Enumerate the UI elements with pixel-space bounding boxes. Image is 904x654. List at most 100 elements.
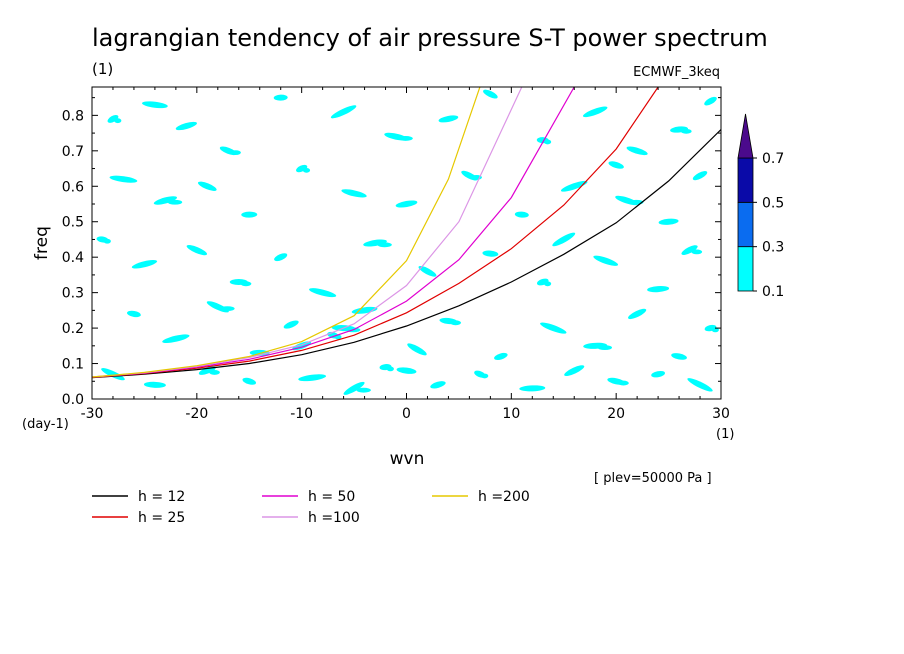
series-line-h1	[92, 129, 721, 379]
contour-patch	[167, 199, 183, 205]
x-tick-label: 0	[402, 406, 411, 422]
y-tick-label: 0.6	[62, 179, 84, 195]
series-line-h5	[92, 87, 481, 378]
contour-patch	[450, 320, 462, 326]
contour-patch	[658, 218, 679, 225]
contour-patch	[681, 245, 698, 255]
y-tick-label: 0.3	[62, 286, 84, 302]
contour-patch	[395, 200, 418, 208]
colorbar-segment	[737, 246, 754, 292]
contour-patch	[143, 381, 166, 388]
colorbar: 0.1 0.3 0.5 0.7	[737, 113, 784, 300]
x-tick-label: -10	[290, 406, 313, 422]
legend-label: h = 12	[138, 489, 185, 505]
colorbar-segment	[737, 157, 754, 203]
contour-patch	[198, 366, 216, 375]
contour-patch	[430, 381, 446, 389]
x-tick-label: -20	[185, 406, 208, 422]
contour-patch	[543, 139, 552, 145]
contour-patch	[692, 171, 708, 181]
contour-patch	[407, 343, 427, 356]
y-tick-label: 0.7	[62, 144, 84, 160]
contour-patch	[109, 175, 138, 183]
contour-patch	[241, 211, 258, 218]
chart-subtitle: (1)	[92, 60, 113, 78]
contour-patch	[543, 281, 552, 287]
contour-patch	[209, 370, 220, 375]
contour-patch	[197, 181, 217, 191]
contour-patch	[608, 161, 624, 169]
contour-patch	[396, 367, 417, 374]
contour-patch	[564, 365, 585, 377]
colorbar-label: 0.1	[762, 284, 784, 300]
contour-patch	[617, 380, 629, 386]
contour-patch	[626, 146, 648, 156]
x-tick-label: 30	[712, 406, 730, 422]
contour-patch	[704, 96, 717, 106]
colorbar-label: 0.5	[762, 195, 784, 211]
contour-patch	[101, 368, 125, 381]
contour-patch	[418, 265, 437, 277]
contour-patch	[283, 320, 299, 329]
contour-patch	[514, 211, 529, 218]
contour-patch	[153, 196, 178, 205]
contour-patch	[671, 353, 687, 360]
chart-title: lagrangian tendency of air pressure S-T …	[92, 24, 768, 52]
contour-patch	[114, 118, 122, 124]
contour-patch	[186, 244, 208, 256]
legend-label: h = 50	[308, 489, 355, 505]
legend: h = 12 h = 25 h = 50 h =100 h =200	[92, 489, 530, 526]
contour-patch	[680, 128, 692, 134]
contour-patch	[560, 180, 588, 192]
y-tick-label: 0.5	[62, 215, 84, 231]
series-line-h4	[92, 87, 523, 378]
contour-patch	[494, 352, 508, 360]
contour-patch	[647, 286, 670, 293]
contour-patch	[482, 250, 499, 257]
contour-patch	[298, 374, 327, 382]
contour-patch	[398, 136, 413, 141]
colorbar-label: 0.3	[762, 240, 784, 256]
colorbar-extend-triangle	[737, 113, 754, 159]
plev-note: [ plev=50000 Pa ]	[594, 471, 712, 486]
contour-patch	[230, 150, 241, 156]
contour-patch	[162, 334, 190, 344]
contour-patch	[127, 310, 141, 318]
x-tick-label: 10	[502, 406, 520, 422]
contour-patch	[356, 387, 371, 393]
contour-patch	[273, 94, 288, 101]
y-tick-label: 0.4	[62, 250, 84, 266]
contour-patch	[481, 373, 489, 379]
plot-area: -30 -20 -10 0 10 20 30 0.0 0.1 0.2 0.3 0.4 0.5 0.6 0.7…	[62, 86, 730, 422]
contour-patch	[519, 385, 546, 392]
y-tick-label: 0.8	[62, 108, 84, 124]
colorbar-label: 0.7	[762, 151, 784, 167]
series-line-h2	[92, 87, 659, 378]
contour-patch	[593, 255, 619, 266]
contour-patch	[691, 249, 703, 255]
contour-patch	[131, 259, 158, 269]
contour-patch	[309, 288, 337, 298]
contour-patch	[302, 167, 311, 173]
contour-patch	[711, 327, 719, 333]
contour-patch	[240, 281, 252, 287]
contour-patch	[363, 239, 387, 247]
contour-patch	[343, 381, 365, 395]
contour-patch	[141, 101, 168, 109]
contour-patch	[274, 253, 288, 262]
contour-patch	[540, 322, 567, 334]
contour-patch	[386, 366, 394, 372]
x-unit-label: (1)	[716, 427, 734, 442]
contour-patch	[651, 370, 665, 378]
contour-patch	[483, 89, 498, 99]
contour-patch	[552, 232, 576, 247]
contour-patch	[438, 115, 459, 123]
contour-patch	[597, 345, 612, 351]
colorbar-segment	[737, 201, 754, 248]
contour-patch	[628, 308, 647, 320]
source-label: ECMWF_3keq	[633, 65, 720, 80]
contour-patch	[107, 114, 119, 123]
contour-patch	[341, 189, 367, 198]
contour-patch	[242, 377, 257, 385]
contour-patch	[175, 121, 197, 131]
